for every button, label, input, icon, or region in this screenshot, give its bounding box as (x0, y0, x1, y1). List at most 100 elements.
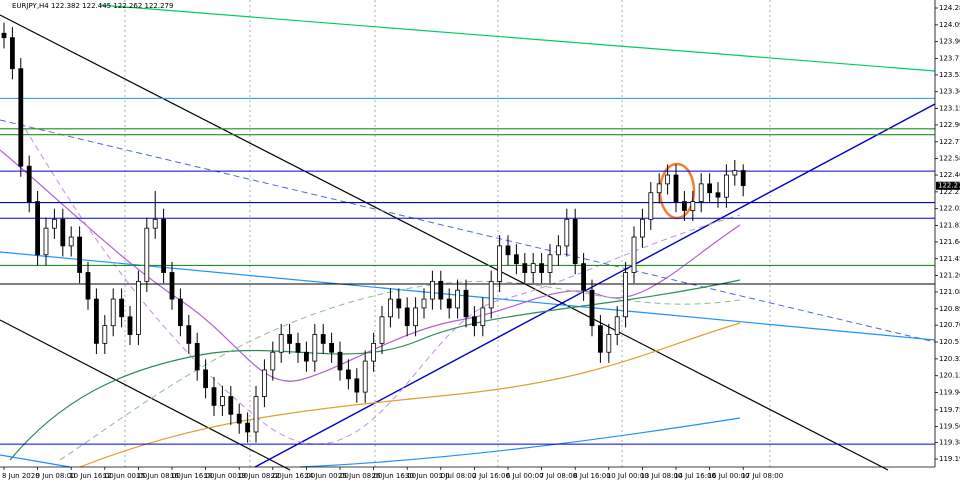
candle-body (228, 396, 234, 415)
y-tick-label: 119.945 (939, 389, 960, 397)
candle-body (455, 289, 461, 309)
candle-body (379, 316, 385, 344)
candle-body (404, 307, 410, 327)
candle-body (446, 298, 452, 309)
y-tick-label: 121.645 (939, 238, 960, 246)
candle-body (362, 360, 368, 393)
candle-body (421, 298, 427, 309)
candle-body (665, 174, 670, 185)
x-tick-label: 6 Jul 00:00 (506, 472, 544, 480)
x-tick-label: 24 Jun 00:00 (304, 472, 348, 480)
y-tick-label: 120.515 (939, 338, 960, 346)
candle-body (690, 201, 696, 211)
candle-body (488, 280, 494, 309)
x-tick-label: 12 Jun 00:00 (103, 472, 147, 480)
y-tick-label: 122.400 (939, 171, 960, 179)
candle-body (656, 183, 662, 194)
candle-body (203, 369, 209, 389)
candle-body (295, 342, 301, 353)
candle-body (497, 245, 503, 282)
candle-body (396, 298, 402, 309)
x-tick-label: 9 Jun 08:00 (36, 472, 76, 480)
candle-body (530, 263, 536, 273)
candle-body (312, 334, 318, 362)
x-tick-label: 19 Jun 08:00 (237, 472, 281, 480)
candle-body (68, 236, 74, 247)
candle-body (60, 218, 66, 247)
candle-body (572, 218, 578, 265)
candle-body (161, 218, 167, 273)
candle-body (18, 68, 24, 167)
candle-body (85, 272, 91, 300)
x-tick-label: 13 Jul 08:00 (640, 472, 682, 480)
y-tick-label: 123.715 (939, 55, 960, 63)
candle-body (682, 201, 687, 211)
candle-body (648, 192, 654, 220)
candle-body (52, 218, 57, 229)
chart-title: EURJPY,H4 122.382 122.445 122.262 122.27… (12, 2, 173, 10)
y-tick-label: 124.095 (939, 21, 960, 29)
y-tick-label: 122.965 (939, 121, 960, 129)
candle-body (715, 192, 721, 198)
candle-body (194, 342, 200, 371)
candle-body (26, 165, 32, 203)
candle-body (614, 316, 620, 335)
candle-body (740, 170, 746, 187)
candle-body (287, 334, 293, 344)
x-tick-label: 18 Jun 00:00 (204, 472, 248, 480)
y-tick-label: 122.210 (939, 188, 960, 196)
candle-body (1, 32, 7, 39)
y-tick-label: 120.135 (939, 372, 960, 380)
candle-body (35, 201, 40, 256)
candle-body (236, 413, 242, 424)
candle-body (152, 218, 158, 229)
x-tick-label: 14 Jul 16:00 (674, 472, 716, 480)
y-tick-label: 123.905 (939, 38, 960, 46)
x-tick-label: 17 Jul 08:00 (741, 472, 783, 480)
candle-body (77, 236, 82, 273)
candle-body (110, 298, 116, 327)
candle-body (732, 170, 738, 176)
candle-body (463, 289, 469, 318)
candle-body (127, 316, 133, 335)
y-tick-label: 121.080 (939, 288, 960, 296)
candle-body (119, 298, 124, 318)
y-tick-label: 120.705 (939, 321, 960, 329)
x-tick-label: 25 Jun 08:00 (338, 472, 382, 480)
x-tick-label: 26 Jun 16:00 (372, 472, 416, 480)
x-tick-label: 2 Jul 16:00 (472, 472, 510, 480)
candle-body (480, 307, 486, 327)
plot (0, 22, 935, 445)
candle-body (698, 183, 704, 203)
y-tick-label: 119.195 (939, 455, 960, 463)
y-tick-label: 123.150 (939, 105, 960, 113)
candle-body (429, 280, 435, 300)
candle-body (673, 174, 679, 203)
candle-body (135, 280, 141, 335)
candle-body (724, 174, 729, 198)
candle-body (598, 325, 603, 353)
candle-body (169, 272, 175, 300)
candle-body (522, 263, 528, 273)
x-tick-label: 8 Jul 16:00 (573, 472, 611, 480)
candle-body (631, 236, 637, 273)
candle-body (278, 334, 284, 353)
candle-body (270, 351, 276, 371)
candle-body (329, 342, 335, 353)
candle-body (245, 422, 251, 433)
y-tick-label: 120.890 (939, 305, 960, 313)
x-tick-label: 7 Jul 08:00 (540, 472, 578, 480)
candle-body (219, 396, 225, 406)
x-tick-label: 10 Jul 00:00 (607, 472, 649, 480)
candle-body (438, 280, 444, 300)
candle-body (539, 263, 544, 273)
x-tick-label: 1 Jul 08:00 (439, 472, 477, 480)
candle-body (144, 227, 150, 282)
candle-body (43, 227, 49, 256)
candle-body (514, 254, 519, 265)
candle-body (707, 183, 712, 194)
candle-body (589, 289, 595, 327)
candle-body (581, 263, 586, 291)
y-tick-label: 121.455 (939, 255, 960, 263)
